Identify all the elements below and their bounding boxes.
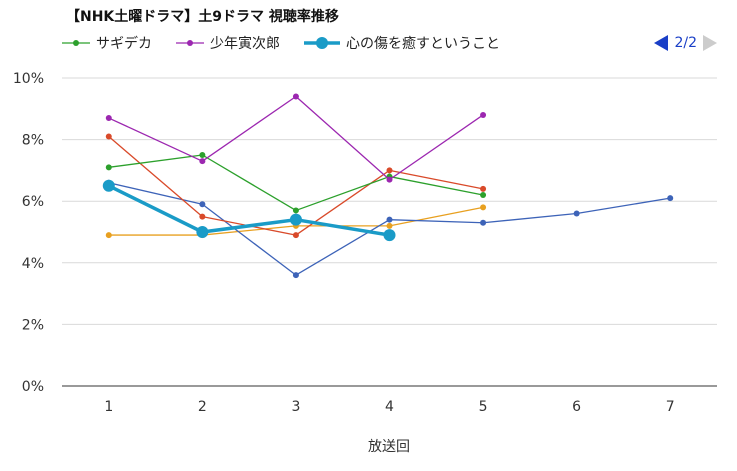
legend-item-sagideka[interactable]: サギデカ <box>60 33 152 53</box>
data-point[interactable] <box>667 195 674 202</box>
x-axis-ticks: 1 2 3 4 5 6 7 <box>104 399 674 415</box>
data-point[interactable] <box>105 232 112 239</box>
series-line-4 <box>108 95 484 181</box>
triangle-right-icon <box>703 35 717 51</box>
y-tick-label: 4% <box>22 256 44 272</box>
data-point[interactable] <box>386 167 393 174</box>
legend: サギデカ 少年寅次郎 心の傷を癒すということ <box>60 33 522 53</box>
legend-swatch-shonen-torajiro <box>176 40 204 46</box>
data-point[interactable] <box>383 229 396 242</box>
chart-title: 【NHK土曜ドラマ】土9ドラマ 視聴率推移 <box>66 9 339 25</box>
y-tick-label: 6% <box>22 194 44 210</box>
legend-label-sagideka: サギデカ <box>96 36 152 52</box>
data-point[interactable] <box>199 158 206 165</box>
data-point[interactable] <box>105 133 112 140</box>
x-tick-label: 1 <box>104 399 113 415</box>
y-axis-ticks: 0% 2% 4% 6% 8% 10% <box>13 71 44 395</box>
x-tick-label: 7 <box>666 399 675 415</box>
x-tick-label: 2 <box>198 399 207 415</box>
x-tick-label: 6 <box>572 399 581 415</box>
series-layer <box>102 93 674 279</box>
triangle-left-icon[interactable] <box>654 35 669 51</box>
data-point[interactable] <box>480 204 487 211</box>
x-tick-label: 4 <box>385 399 394 415</box>
y-tick-label: 10% <box>13 71 44 87</box>
legend-label-kokoro-no-kizu: 心の傷を癒すということ <box>346 36 500 52</box>
data-point[interactable] <box>292 93 299 100</box>
data-point[interactable] <box>292 232 299 239</box>
y-tick-label: 8% <box>22 133 44 149</box>
data-point[interactable] <box>480 192 487 199</box>
data-point[interactable] <box>196 226 209 238</box>
series-2 <box>105 133 487 239</box>
data-point[interactable] <box>386 176 393 183</box>
series-5 <box>102 179 396 242</box>
series-1 <box>105 179 674 279</box>
series-line-3 <box>108 154 484 212</box>
data-point[interactable] <box>289 213 302 226</box>
data-point[interactable] <box>386 216 393 223</box>
series-line-5 <box>107 184 392 237</box>
data-point[interactable] <box>199 213 206 220</box>
y-tick-label: 2% <box>22 317 44 333</box>
x-tick-label: 3 <box>291 399 300 415</box>
data-point[interactable] <box>102 179 115 192</box>
data-point[interactable] <box>480 111 487 118</box>
data-point[interactable] <box>105 164 112 171</box>
legend-pager: 2/2 <box>654 33 717 53</box>
data-point[interactable] <box>386 222 393 229</box>
legend-label-shonen-torajiro: 少年寅次郎 <box>210 36 280 52</box>
x-tick-label: 5 <box>479 399 488 415</box>
pager-text: 2/2 <box>674 35 697 51</box>
data-point[interactable] <box>292 207 299 214</box>
y-tick-label: 0% <box>22 379 44 395</box>
data-point[interactable] <box>573 210 580 217</box>
legend-swatch-sagideka <box>62 40 90 46</box>
data-point[interactable] <box>480 185 487 192</box>
data-point[interactable] <box>199 152 206 158</box>
x-axis-label: 放送回 <box>368 439 410 455</box>
legend-swatch-kokoro-no-kizu <box>304 37 340 49</box>
data-point[interactable] <box>292 272 299 279</box>
data-point[interactable] <box>480 219 487 226</box>
data-point[interactable] <box>105 115 112 122</box>
series-4 <box>105 93 487 183</box>
legend-item-kokoro-no-kizu[interactable]: 心の傷を癒すということ <box>302 33 500 53</box>
legend-item-shonen-torajiro[interactable]: 少年寅次郎 <box>174 33 280 53</box>
data-point[interactable] <box>199 201 206 208</box>
grid-layer <box>62 77 717 387</box>
series-3 <box>105 152 487 214</box>
